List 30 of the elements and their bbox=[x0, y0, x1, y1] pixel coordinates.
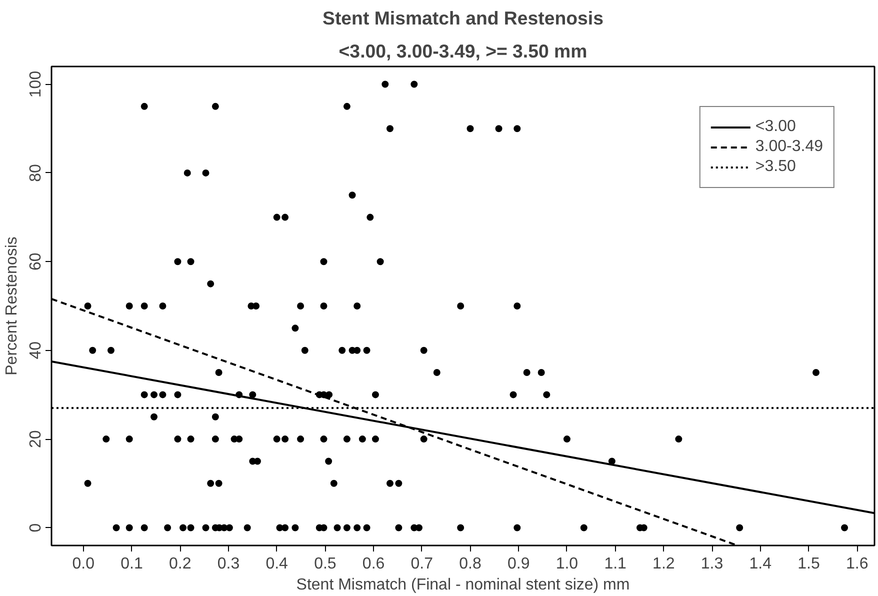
x-tick-label: 0.7 bbox=[410, 556, 434, 572]
x-tick-label: 1.5 bbox=[798, 556, 820, 572]
x-tick-label: 1.3 bbox=[700, 556, 724, 572]
legend-label: 3.00-3.49 bbox=[755, 138, 823, 156]
legend-label: <3.00 bbox=[755, 118, 796, 136]
x-tick-label: 0.5 bbox=[314, 556, 336, 572]
y-tick-label: 100 bbox=[28, 70, 44, 98]
x-tick-label: 0.2 bbox=[169, 556, 192, 572]
x-axis-title: Stent Mismatch (Final - nominal stent size) mm bbox=[296, 576, 630, 594]
legend-label: >3.50 bbox=[755, 158, 796, 176]
x-tick-label: 0.4 bbox=[266, 556, 288, 572]
x-tick-label: 0.8 bbox=[459, 556, 482, 572]
y-tick-label: 20 bbox=[28, 430, 44, 448]
x-tick-label: 1.4 bbox=[749, 556, 772, 572]
chart-subtitle: <3.00, 3.00-3.49, >= 3.50 mm bbox=[338, 40, 588, 62]
x-tick-label: 0.6 bbox=[362, 556, 385, 572]
x-tick-label: 0.3 bbox=[217, 556, 240, 572]
x-tick-label: 1.2 bbox=[652, 556, 675, 572]
x-tick-label: 0.9 bbox=[507, 556, 530, 572]
y-tick-label: 40 bbox=[28, 341, 44, 360]
x-tick-label: 1.1 bbox=[604, 556, 627, 572]
x-tick-label: 1.0 bbox=[556, 556, 578, 572]
x-tick-label: 1.6 bbox=[846, 556, 868, 572]
x-tick-label: 0.1 bbox=[120, 556, 143, 572]
x-tick-label: 0.0 bbox=[72, 556, 95, 572]
y-tick-label: 0 bbox=[28, 523, 44, 532]
y-axis-title: Percent Restenosis bbox=[4, 236, 20, 376]
y-tick-label: 60 bbox=[28, 252, 44, 271]
y-tick-label: 80 bbox=[28, 164, 44, 182]
chart-title: Stent Mismatch and Restenosis bbox=[322, 8, 604, 28]
